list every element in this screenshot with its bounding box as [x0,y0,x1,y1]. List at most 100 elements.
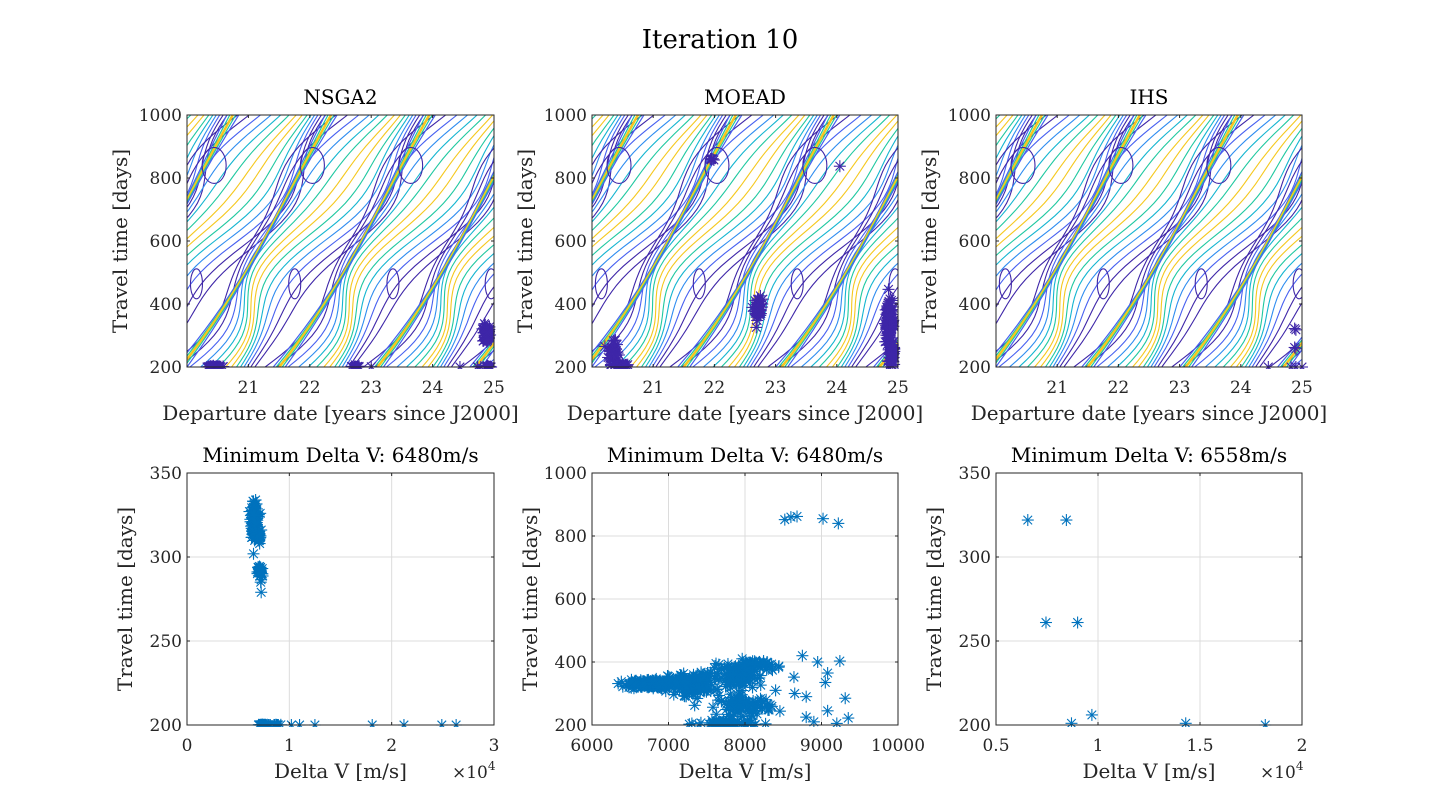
y-tick-label: 300 [150,548,182,568]
data-point [688,699,701,712]
data-point [1039,616,1052,629]
x-axis-label: Delta V [m/s] [679,759,812,783]
y-tick-label: 600 [555,590,587,610]
x-axis-multiplier: ×104 [452,759,496,783]
data-point [819,676,832,689]
plot-area [996,473,1302,725]
axes-title: MOEAD [704,85,786,109]
data-point [796,649,809,662]
data-point [842,712,855,725]
data-point [764,698,777,711]
data-point [730,698,743,711]
x-tick-label: 1 [1093,736,1104,756]
x-axis-label: Delta V [m/s] [274,759,407,783]
plot-area [187,473,494,725]
data-point [713,718,726,727]
y-tick-label: 1000 [544,464,587,484]
y-tick-label: 600 [959,232,991,252]
data-point [747,698,760,711]
x-tick-label: 3 [489,736,500,756]
axes-title: Minimum Delta V: 6480m/s [202,443,478,467]
data-point [481,359,494,369]
data-point [800,690,813,703]
axes-title: Minimum Delta V: 6558m/s [1011,443,1287,467]
axes-title: Minimum Delta V: 6480m/s [607,443,883,467]
data-point [605,343,618,356]
x-tick-label: 21 [642,378,664,398]
x-tick-label: 23 [765,378,787,398]
y-tick-label: 800 [959,169,991,189]
data-point [255,586,268,599]
y-tick-label: 350 [150,464,182,484]
data-point [253,527,266,540]
data-point [204,360,217,369]
y-tick-label: 400 [555,295,587,315]
data-point [686,688,699,701]
data-point [724,681,737,694]
data-point [248,509,261,522]
nsga2-contour-axes: 21 22 23 24 25 200 400 600 800 1000 NSGA2 Departure… [108,85,519,425]
data-point [636,675,649,688]
y-tick-label: 400 [555,653,587,673]
data-point [821,667,834,680]
data-point [773,705,786,718]
data-point [735,676,748,689]
data-point [791,510,804,523]
data-point [750,321,763,334]
data-point [833,160,846,173]
data-point [722,696,735,709]
y-tick-label: 800 [150,169,182,189]
data-point [1021,514,1034,527]
x-tick-label: 6000 [570,736,613,756]
x-tick-label: 1 [284,736,295,756]
data-point [746,681,759,694]
x-tick-label: 24 [826,378,848,398]
x-tick-label: 23 [1169,378,1191,398]
data-point [728,717,741,727]
data-markers [598,152,901,369]
x-tick-label: 8000 [723,736,766,756]
data-point [481,326,494,339]
nsga2-scatter-axes: 0 1 2 3 200 250 300 350 Minimum Delta V: 6480m/s… [113,443,499,783]
data-point [1065,717,1078,727]
data-point [626,676,639,689]
axes-box [995,472,1303,726]
y-tick-label: 300 [959,548,991,568]
ihs-contour-axes: 21 22 23 24 25 200 400 600 800 1000 IHS Departure d… [917,85,1327,425]
data-point [759,717,772,727]
data-point [253,567,266,580]
data-point [1060,514,1073,527]
data-point [883,325,896,338]
x-tick-label: 0.5 [982,736,1009,756]
x-axis-label: Departure date [years since J2000] [162,401,518,425]
data-point [788,687,801,700]
data-point [772,661,785,674]
x-axis-label: Delta V [m/s] [1083,759,1216,783]
data-point [1179,717,1192,727]
x-axis-label: Departure date [years since J2000] [971,401,1327,425]
data-point [1289,323,1302,336]
y-tick-label: 800 [555,169,587,189]
moead-scatter-axes: 6000 7000 8000 9000 10000 200 400 600 800 1000 Min… [518,443,925,783]
data-point [1071,616,1084,629]
x-tick-label: 7000 [647,736,690,756]
x-tick-label: 2 [386,736,397,756]
axes-title: IHS [1129,85,1168,109]
data-point [247,495,260,508]
y-axis-label: Travel time [days] [513,149,537,333]
data-point [817,512,830,525]
x-tick-label: 25 [483,378,505,398]
x-tick-label: 21 [238,378,260,398]
data-point [254,565,267,578]
y-tick-label: 350 [959,464,991,484]
y-axis-label: Travel time [days] [518,507,542,691]
ihs-scatter-axes: 0.5 1 1.5 2 200 250 300 350 Minimum Delta V: 655… [922,443,1307,783]
data-point [833,655,846,668]
data-point [830,717,843,727]
data-point [691,669,704,682]
data-point [832,517,845,530]
data-point [254,576,267,589]
data-point [711,667,724,680]
x-tick-label: 1.5 [1186,736,1213,756]
data-point [1289,342,1302,355]
